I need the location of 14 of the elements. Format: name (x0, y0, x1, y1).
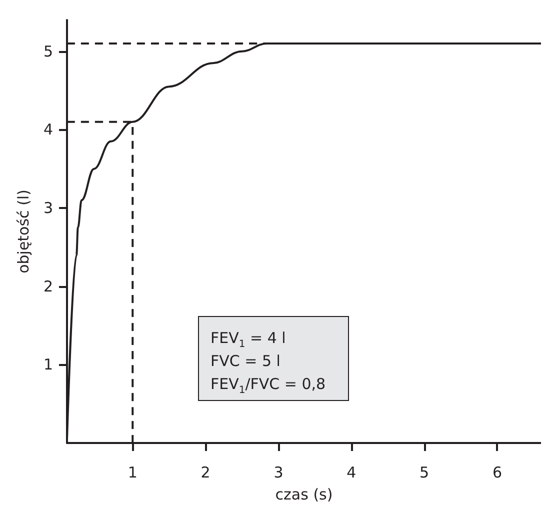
x-tick-label: 1 (128, 464, 138, 482)
x-tick-label: 4 (346, 464, 356, 482)
x-tick-label: 6 (492, 464, 502, 482)
x-tick-label: 5 (420, 464, 430, 482)
x-tick-label: 3 (274, 464, 284, 482)
y-axis-title: objętość (l) (14, 190, 32, 274)
y-tick-label: 1 (43, 356, 53, 374)
y-tick-label: 3 (43, 199, 53, 217)
y-tick-label: 5 (43, 42, 53, 60)
x-tick-label: 2 (200, 464, 210, 482)
y-tick-label: 4 (43, 120, 53, 139)
y-tick-label: 2 (43, 277, 53, 296)
annotation: FVC = 5 l (210, 352, 280, 370)
x-axis-title: czas (s) (275, 486, 333, 504)
